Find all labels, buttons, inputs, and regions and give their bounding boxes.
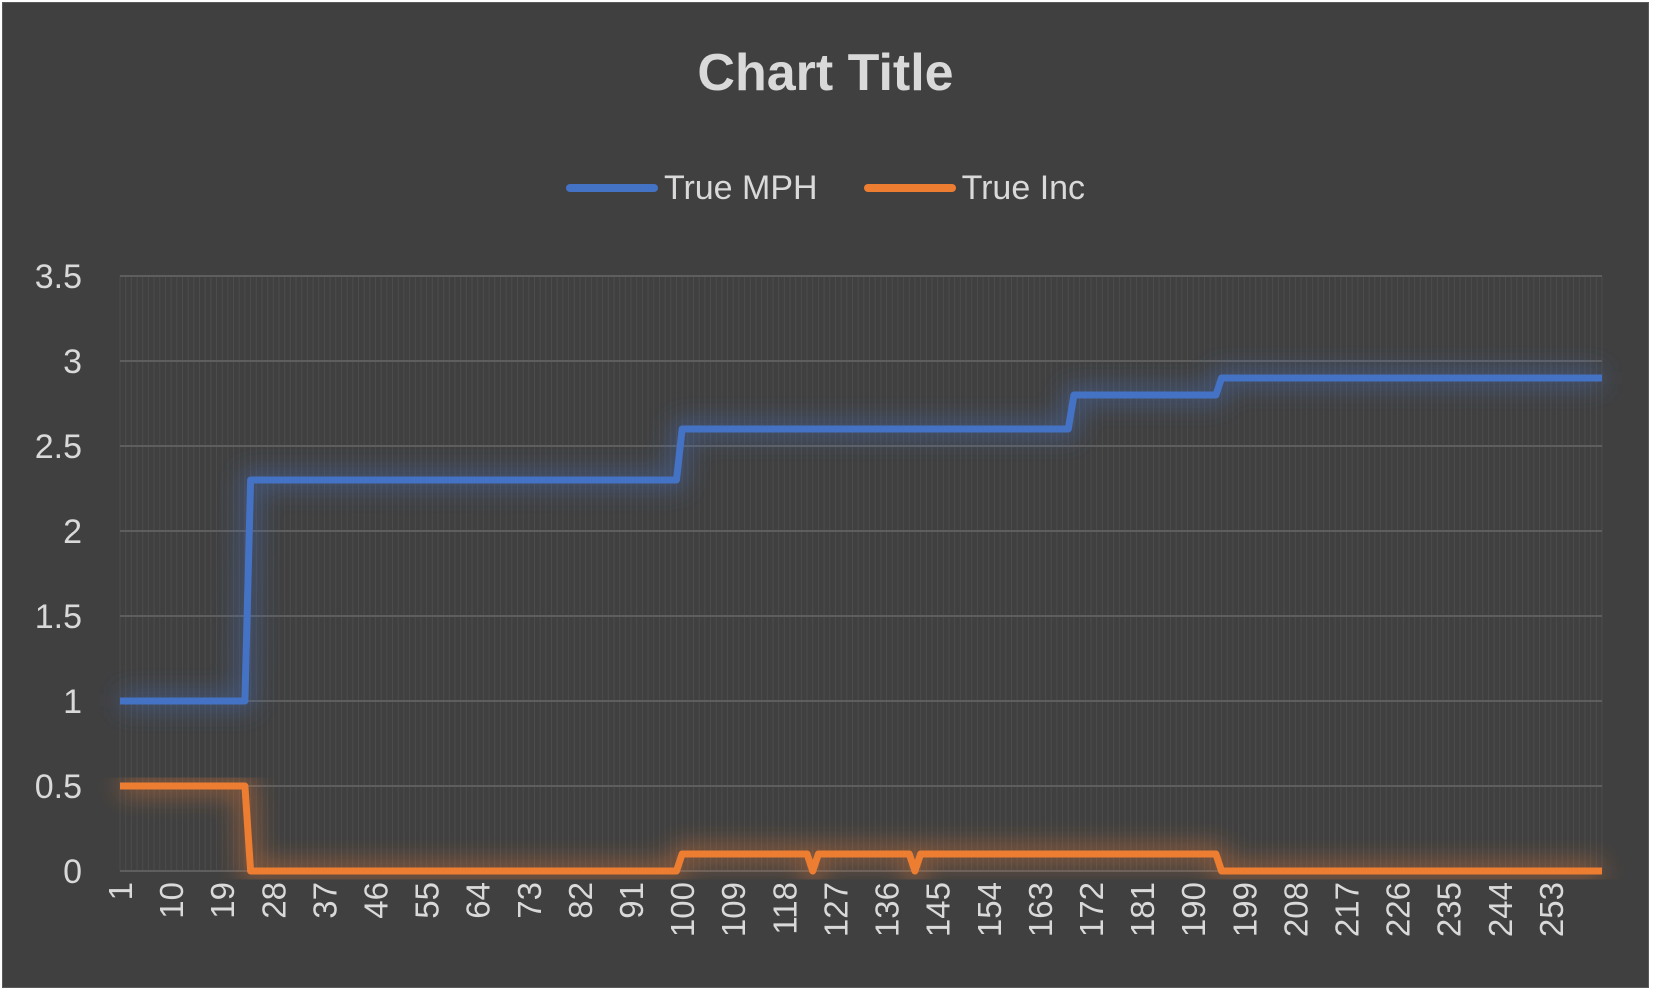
x-tick-label: 226 — [1380, 882, 1417, 937]
x-tick-label: 100 — [664, 882, 701, 937]
x-tick-label: 199 — [1226, 882, 1263, 937]
x-tick-label: 37 — [306, 882, 343, 919]
y-tick-label: 0 — [63, 853, 82, 891]
y-tick-label: 3 — [63, 343, 82, 381]
x-tick-label: 181 — [1124, 882, 1161, 937]
x-tick-label: 154 — [971, 882, 1008, 937]
y-tick-label: 3.5 — [35, 258, 82, 296]
x-tick-label: 91 — [613, 882, 650, 919]
y-tick-label: 2 — [63, 513, 82, 551]
x-tick-label: 235 — [1431, 882, 1468, 937]
x-tick-label: 10 — [153, 882, 190, 919]
x-tick-label: 118 — [766, 882, 803, 935]
x-tick-label: 253 — [1533, 882, 1570, 937]
y-tick-label: 1.5 — [35, 598, 82, 636]
x-tick-label: 145 — [920, 882, 957, 937]
x-tick-label: 244 — [1482, 882, 1519, 937]
x-tick-label: 28 — [255, 882, 292, 919]
x-tick-label: 163 — [1022, 882, 1059, 937]
series-line-true-inc — [120, 782, 1602, 875]
x-tick-label: 190 — [1175, 882, 1212, 937]
legend-swatch-true-mph — [565, 184, 658, 192]
y-tick-label: 1 — [63, 683, 82, 721]
legend: True MPH True Inc — [3, 163, 1648, 213]
x-tick-label: 208 — [1277, 882, 1314, 937]
x-tick-label: 55 — [409, 882, 446, 919]
series-line-true-mph — [120, 374, 1602, 705]
vertical-gridlines — [119, 276, 1603, 871]
legend-item-true-inc: True Inc — [863, 168, 1086, 208]
chart-title: Chart Title — [697, 44, 954, 102]
x-tick-label: 109 — [715, 882, 752, 937]
x-tick-label: 73 — [511, 882, 548, 919]
legend-item-true-mph: True MPH — [565, 168, 818, 208]
x-tick-label: 136 — [869, 882, 906, 937]
x-tick-label: 46 — [358, 882, 395, 919]
x-tick-label: 127 — [817, 882, 854, 937]
x-tick-label: 82 — [562, 882, 599, 919]
x-tick-label: 172 — [1073, 882, 1110, 937]
x-tick-label: 217 — [1328, 882, 1365, 937]
y-tick-label: 0.5 — [35, 768, 82, 806]
y-tick-label: 2.5 — [35, 428, 82, 466]
series-glow-1 — [120, 777, 1602, 900]
x-tick-label: 64 — [460, 882, 497, 919]
legend-label-true-inc: True Inc — [961, 168, 1086, 207]
legend-swatch-true-inc — [863, 184, 956, 192]
x-tick-label: 19 — [204, 882, 241, 919]
x-tick-label: 1 — [102, 882, 139, 900]
legend-label-true-mph: True MPH — [663, 168, 818, 207]
